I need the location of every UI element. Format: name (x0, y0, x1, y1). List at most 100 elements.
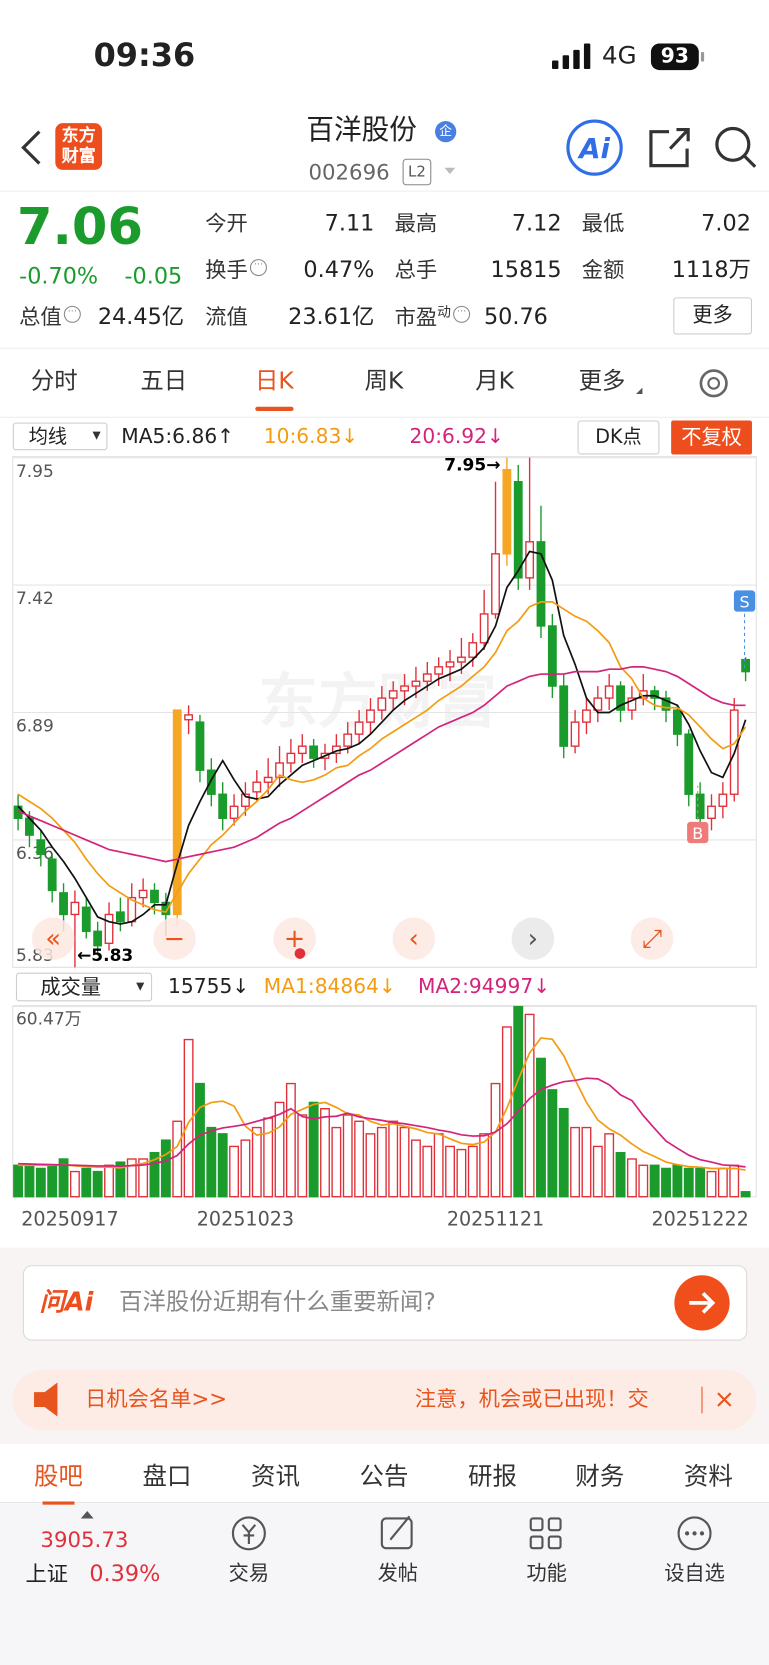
vol-select[interactable]: 成交量 (15, 972, 153, 1002)
candle-body (661, 697, 671, 711)
annotation: ←5.83 (77, 946, 133, 966)
nav-item[interactable]: 设自选 (664, 1561, 725, 1586)
info-icon[interactable]: ··· (453, 305, 471, 323)
dropdown-icon[interactable] (444, 167, 456, 175)
bottom-tab[interactable]: 资料 (683, 1463, 733, 1491)
field-label: 流值 (205, 303, 248, 330)
search-icon[interactable] (715, 126, 757, 168)
bottom-tab[interactable]: 财务 (575, 1463, 625, 1491)
banner[interactable] (12, 1369, 757, 1431)
chart-control[interactable] (273, 917, 316, 960)
nav-item[interactable]: 功能 (526, 1561, 567, 1586)
candle-body (547, 625, 557, 687)
tab[interactable]: 分时 (30, 368, 78, 396)
send-arrow (689, 1292, 716, 1314)
field-value: 1118万 (671, 256, 751, 283)
candle-body (218, 793, 228, 819)
info-icon[interactable]: ··· (63, 305, 81, 323)
volume-bar (729, 1164, 740, 1198)
field-value: 50.76 (483, 303, 548, 330)
field-label: 最高 (394, 210, 438, 236)
y-tick-label: 60.47万 (16, 1010, 82, 1030)
tab[interactable]: 月K (475, 368, 514, 396)
volume-bar (570, 1126, 581, 1198)
index-value: 3905.73 (40, 1526, 129, 1553)
tab[interactable]: 五日 (140, 368, 188, 396)
tab[interactable]: 更多 (578, 368, 626, 396)
volume-bar (513, 1005, 524, 1198)
candle-body (81, 906, 91, 932)
candle-body (150, 889, 159, 904)
bottom-tab[interactable]: 研报 (467, 1463, 517, 1491)
candle-body (104, 913, 114, 945)
chart-control[interactable] (153, 917, 196, 960)
field-label: 换手 ··· (205, 259, 267, 280)
volume-bar (104, 1164, 114, 1198)
banner-right[interactable]: 注意，机会或已出现！交 (414, 1385, 649, 1412)
more-button[interactable]: 更多 (673, 297, 752, 335)
candle-body (582, 709, 591, 723)
ai-button[interactable] (566, 119, 623, 176)
candle-body (252, 781, 262, 793)
candle-body (707, 805, 716, 819)
field-value: 7.12 (511, 210, 562, 236)
ma-select[interactable]: 均线 (12, 422, 108, 451)
banner-left[interactable]: 日机会名单>> (85, 1385, 228, 1412)
volume-bar (501, 1026, 512, 1198)
chart-control[interactable] (511, 917, 555, 960)
nav-item[interactable]: 交易 (228, 1561, 270, 1586)
ai-placeholder[interactable]: 百洋股份近期有什么重要新闻? (119, 1289, 436, 1316)
bottom-tab[interactable]: 盘口 (142, 1463, 192, 1491)
chart-control[interactable] (392, 917, 436, 960)
candle-body (445, 661, 455, 668)
back-icon[interactable] (21, 130, 41, 165)
more-dots (684, 1531, 705, 1536)
bottom-tab[interactable]: 公告 (359, 1463, 409, 1491)
share-icon[interactable] (649, 127, 690, 168)
ma-line (17, 601, 747, 913)
dropdown-caret: ▼ (136, 981, 145, 993)
volume-bar (160, 1139, 171, 1198)
logo[interactable] (55, 123, 103, 170)
volume-bar (490, 1082, 501, 1198)
tab[interactable]: 日K (255, 368, 294, 396)
candle-body (366, 709, 375, 723)
ai-input[interactable] (22, 1265, 748, 1341)
volume-bar (58, 1158, 69, 1198)
tab[interactable]: 周K (364, 368, 404, 396)
volume-bar (376, 1126, 387, 1198)
bottom-tab[interactable]: 股吧 (34, 1463, 83, 1491)
ai-icon-text: Ai (577, 132, 610, 165)
candle-body (695, 793, 705, 819)
candle-body (275, 762, 284, 779)
change: -0.05 (124, 263, 183, 289)
legend-vol: 15755↓ (168, 974, 250, 999)
chart-control[interactable] (31, 917, 75, 960)
up-arrow (80, 1511, 94, 1519)
x-tick-label: 20251222 (651, 1207, 748, 1230)
ma-line (17, 550, 747, 925)
battery (650, 43, 699, 71)
x-tick-label: 20250917 (21, 1207, 118, 1230)
signal-icon (552, 43, 591, 70)
candle-body (559, 685, 569, 747)
field-label: 总手 (394, 256, 438, 283)
chart-control[interactable] (630, 917, 674, 960)
candle-body (570, 721, 580, 747)
volume-bar (604, 1133, 615, 1198)
nav-bg (0, 1503, 769, 1665)
adjust-button[interactable]: 不复权 (671, 420, 752, 455)
candle-body (172, 709, 182, 916)
volume-bar (717, 1167, 728, 1198)
volume-bar (217, 1133, 228, 1198)
field-value: 7.11 (324, 210, 375, 236)
volume-bar (581, 1126, 592, 1198)
close-icon[interactable] (717, 1392, 732, 1407)
dk-button[interactable]: DK点 (577, 420, 660, 455)
info-icon[interactable]: ··· (249, 259, 267, 277)
settings-icon[interactable] (699, 369, 728, 398)
bottom-tab[interactable]: 资讯 (251, 1463, 300, 1491)
nav-item[interactable]: 发帖 (377, 1561, 419, 1586)
ma-line (17, 665, 746, 863)
candle-body (59, 892, 68, 916)
